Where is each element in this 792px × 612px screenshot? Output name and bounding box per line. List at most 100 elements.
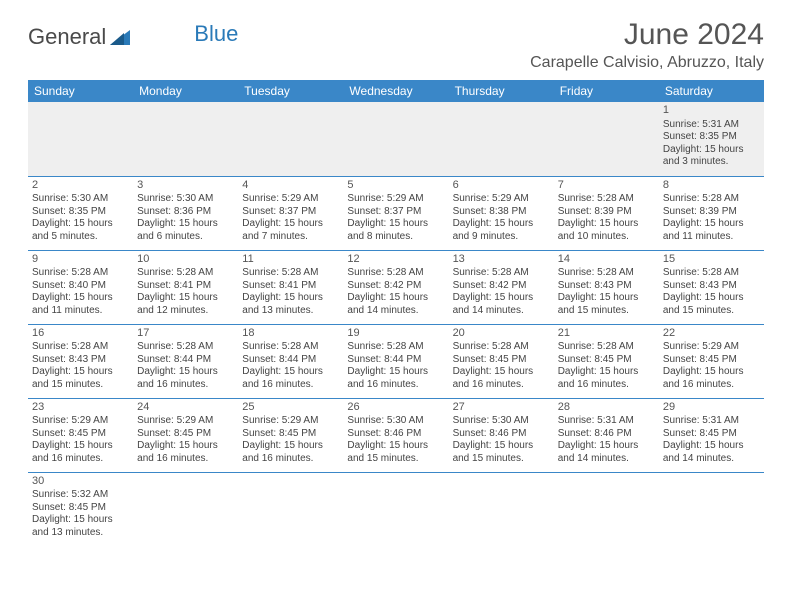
calendar-cell: 26Sunrise: 5:30 AMSunset: 8:46 PMDayligh… (343, 398, 448, 472)
sunrise-line: Sunrise: 5:29 AM (137, 415, 234, 428)
calendar-row: 16Sunrise: 5:28 AMSunset: 8:43 PMDayligh… (28, 324, 764, 398)
daylight-line: Daylight: 15 hours and 16 minutes. (137, 366, 234, 391)
calendar-cell (449, 102, 554, 176)
calendar-cell (238, 472, 343, 546)
day-number: 28 (558, 401, 655, 415)
calendar-cell: 30Sunrise: 5:32 AMSunset: 8:45 PMDayligh… (28, 472, 133, 546)
sunrise-line: Sunrise: 5:29 AM (242, 415, 339, 428)
daylight-line: Daylight: 15 hours and 16 minutes. (242, 440, 339, 465)
sunset-line: Sunset: 8:45 PM (32, 428, 129, 441)
sunrise-line: Sunrise: 5:29 AM (663, 341, 760, 354)
logo-text-1: General (28, 24, 106, 50)
calendar-cell: 1Sunrise: 5:31 AMSunset: 8:35 PMDaylight… (659, 102, 764, 176)
daylight-line: Daylight: 15 hours and 9 minutes. (453, 218, 550, 243)
daylight-line: Daylight: 15 hours and 15 minutes. (32, 366, 129, 391)
logo-text-2: Blue (194, 21, 238, 47)
day-number: 5 (347, 179, 444, 193)
sunset-line: Sunset: 8:45 PM (663, 354, 760, 367)
sunset-line: Sunset: 8:39 PM (663, 206, 760, 219)
sunrise-line: Sunrise: 5:28 AM (242, 341, 339, 354)
day-number: 26 (347, 401, 444, 415)
calendar-row: 2Sunrise: 5:30 AMSunset: 8:35 PMDaylight… (28, 176, 764, 250)
sunset-line: Sunset: 8:35 PM (663, 131, 760, 144)
sunset-line: Sunset: 8:41 PM (242, 280, 339, 293)
calendar-cell: 9Sunrise: 5:28 AMSunset: 8:40 PMDaylight… (28, 250, 133, 324)
sunrise-line: Sunrise: 5:31 AM (558, 415, 655, 428)
weekday-header: Wednesday (343, 80, 448, 102)
calendar-cell: 16Sunrise: 5:28 AMSunset: 8:43 PMDayligh… (28, 324, 133, 398)
daylight-line: Daylight: 15 hours and 14 minutes. (558, 440, 655, 465)
day-number: 18 (242, 327, 339, 341)
weekday-header: Friday (554, 80, 659, 102)
calendar-cell (133, 472, 238, 546)
sunset-line: Sunset: 8:43 PM (32, 354, 129, 367)
calendar-cell (659, 472, 764, 546)
day-number: 2 (32, 179, 129, 193)
calendar-cell (554, 472, 659, 546)
daylight-line: Daylight: 15 hours and 14 minutes. (453, 292, 550, 317)
sunrise-line: Sunrise: 5:28 AM (558, 193, 655, 206)
sunrise-line: Sunrise: 5:28 AM (242, 267, 339, 280)
sunset-line: Sunset: 8:46 PM (347, 428, 444, 441)
calendar-cell: 17Sunrise: 5:28 AMSunset: 8:44 PMDayligh… (133, 324, 238, 398)
day-number: 1 (663, 104, 760, 118)
sunset-line: Sunset: 8:42 PM (347, 280, 444, 293)
calendar-cell: 5Sunrise: 5:29 AMSunset: 8:37 PMDaylight… (343, 176, 448, 250)
sunrise-line: Sunrise: 5:29 AM (32, 415, 129, 428)
daylight-line: Daylight: 15 hours and 7 minutes. (242, 218, 339, 243)
daylight-line: Daylight: 15 hours and 12 minutes. (137, 292, 234, 317)
day-number: 23 (32, 401, 129, 415)
sunrise-line: Sunrise: 5:28 AM (347, 267, 444, 280)
calendar-cell: 14Sunrise: 5:28 AMSunset: 8:43 PMDayligh… (554, 250, 659, 324)
sunrise-line: Sunrise: 5:29 AM (347, 193, 444, 206)
sunrise-line: Sunrise: 5:30 AM (347, 415, 444, 428)
sunrise-line: Sunrise: 5:30 AM (32, 193, 129, 206)
daylight-line: Daylight: 15 hours and 15 minutes. (663, 292, 760, 317)
sunset-line: Sunset: 8:46 PM (453, 428, 550, 441)
daylight-line: Daylight: 15 hours and 16 minutes. (453, 366, 550, 391)
daylight-line: Daylight: 15 hours and 13 minutes. (32, 514, 129, 539)
sunset-line: Sunset: 8:45 PM (663, 428, 760, 441)
daylight-line: Daylight: 15 hours and 13 minutes. (242, 292, 339, 317)
sunrise-line: Sunrise: 5:28 AM (558, 267, 655, 280)
day-number: 6 (453, 179, 550, 193)
calendar-cell: 3Sunrise: 5:30 AMSunset: 8:36 PMDaylight… (133, 176, 238, 250)
location: Carapelle Calvisio, Abruzzo, Italy (530, 54, 764, 72)
sunrise-line: Sunrise: 5:30 AM (137, 193, 234, 206)
sunset-line: Sunset: 8:44 PM (347, 354, 444, 367)
daylight-line: Daylight: 15 hours and 11 minutes. (663, 218, 760, 243)
calendar-cell: 29Sunrise: 5:31 AMSunset: 8:45 PMDayligh… (659, 398, 764, 472)
weekday-header: Thursday (449, 80, 554, 102)
logo: General Blue (28, 24, 238, 50)
title-block: June 2024 Carapelle Calvisio, Abruzzo, I… (530, 18, 764, 72)
calendar-cell: 11Sunrise: 5:28 AMSunset: 8:41 PMDayligh… (238, 250, 343, 324)
calendar-cell (343, 102, 448, 176)
daylight-line: Daylight: 15 hours and 16 minutes. (137, 440, 234, 465)
sunset-line: Sunset: 8:41 PM (137, 280, 234, 293)
calendar-cell: 24Sunrise: 5:29 AMSunset: 8:45 PMDayligh… (133, 398, 238, 472)
calendar-cell: 8Sunrise: 5:28 AMSunset: 8:39 PMDaylight… (659, 176, 764, 250)
calendar-cell: 12Sunrise: 5:28 AMSunset: 8:42 PMDayligh… (343, 250, 448, 324)
calendar-cell: 19Sunrise: 5:28 AMSunset: 8:44 PMDayligh… (343, 324, 448, 398)
calendar-cell (133, 102, 238, 176)
daylight-line: Daylight: 15 hours and 6 minutes. (137, 218, 234, 243)
day-number: 15 (663, 253, 760, 267)
calendar-cell: 20Sunrise: 5:28 AMSunset: 8:45 PMDayligh… (449, 324, 554, 398)
sunrise-line: Sunrise: 5:29 AM (242, 193, 339, 206)
daylight-line: Daylight: 15 hours and 16 minutes. (558, 366, 655, 391)
day-number: 22 (663, 327, 760, 341)
sunset-line: Sunset: 8:42 PM (453, 280, 550, 293)
day-number: 25 (242, 401, 339, 415)
day-number: 30 (32, 475, 129, 489)
calendar-cell: 6Sunrise: 5:29 AMSunset: 8:38 PMDaylight… (449, 176, 554, 250)
sunrise-line: Sunrise: 5:31 AM (663, 415, 760, 428)
sunrise-line: Sunrise: 5:28 AM (32, 267, 129, 280)
daylight-line: Daylight: 15 hours and 15 minutes. (453, 440, 550, 465)
calendar-row: 9Sunrise: 5:28 AMSunset: 8:40 PMDaylight… (28, 250, 764, 324)
calendar-cell (28, 102, 133, 176)
calendar-cell: 13Sunrise: 5:28 AMSunset: 8:42 PMDayligh… (449, 250, 554, 324)
sunrise-line: Sunrise: 5:28 AM (663, 193, 760, 206)
calendar-cell: 22Sunrise: 5:29 AMSunset: 8:45 PMDayligh… (659, 324, 764, 398)
sunrise-line: Sunrise: 5:28 AM (453, 341, 550, 354)
sunrise-line: Sunrise: 5:31 AM (663, 119, 760, 132)
